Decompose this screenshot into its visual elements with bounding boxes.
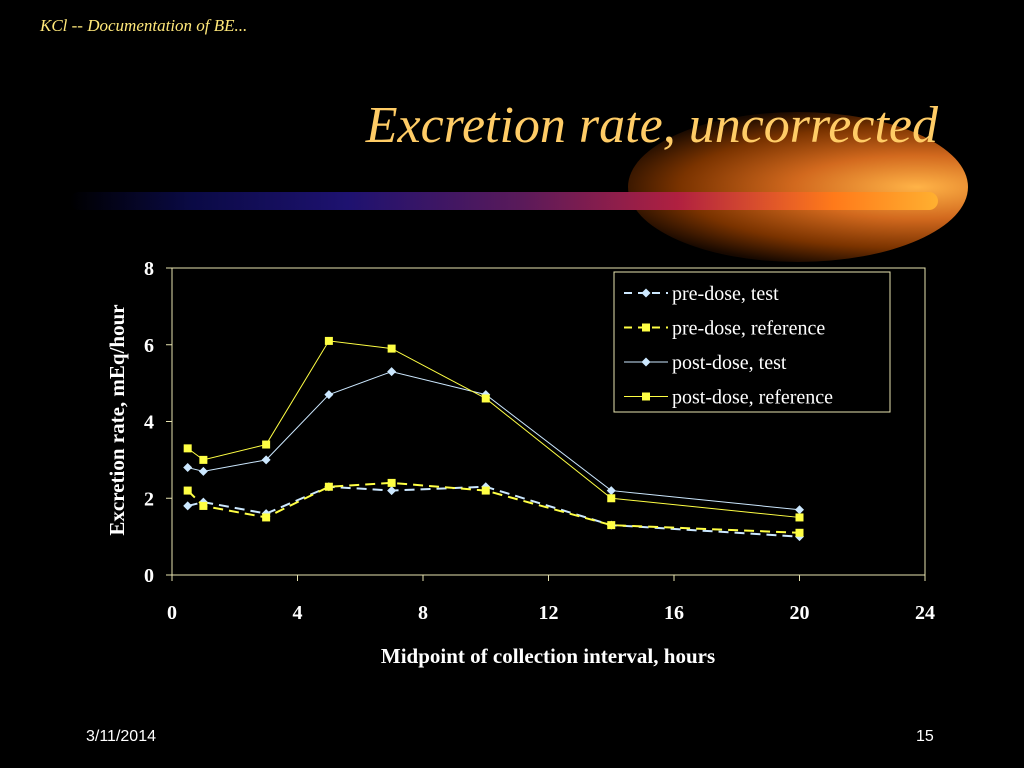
data-point [387,478,396,487]
legend-label: pre-dose, test [672,283,779,305]
series-pre-dose-reference [183,478,804,537]
footer-date: 3/11/2014 [86,728,156,745]
legend-swatch-marker [642,392,650,401]
legend-label: post-dose, reference [672,387,833,409]
data-point [607,494,616,503]
data-point [183,463,193,473]
data-point [795,513,804,522]
data-point [262,513,271,522]
data-point [481,486,490,495]
legend-label: pre-dose, reference [672,318,825,340]
data-point [795,505,804,515]
data-point [607,521,616,530]
x-tick-label: 4 [293,602,303,624]
data-point [198,466,208,476]
data-point [387,367,397,377]
header-note: KCl -- Documentation of BE... [40,16,248,35]
decorative-gradient-bar [70,192,938,210]
series-line [186,481,800,534]
data-point [387,344,396,353]
legend-item: post-dose, test [624,352,787,374]
decorative-glow [628,112,968,262]
slide-title: Excretion rate, uncorrected [365,97,938,154]
data-point [183,501,193,511]
data-point [183,444,192,453]
data-point [324,390,334,400]
legend-box [613,271,891,413]
data-point [324,336,333,345]
series-line [187,340,800,518]
data-point [387,486,397,496]
data-point [262,440,271,449]
data-point [183,486,192,495]
x-tick-label: 16 [664,602,684,624]
x-tick-label: 12 [539,602,559,624]
chart-legend: pre-dose, test pre-dose, reference post-do… [613,271,891,413]
x-axis-title: Midpoint of collection interval, hours [381,644,715,668]
data-point [481,394,490,403]
data-point [199,455,208,464]
y-tick-label: 2 [144,488,154,510]
data-point [261,455,271,465]
y-tick-label: 8 [144,258,154,280]
legend-label: post-dose, test [672,352,787,374]
y-tick-label: 0 [144,565,154,587]
data-point [199,501,208,510]
y-tick-label: 6 [144,335,154,357]
data-point [324,482,333,491]
data-point [606,486,616,496]
x-tick-label: 20 [790,602,810,624]
legend-item: post-dose, reference [624,387,833,409]
x-tick-label: 8 [418,602,428,624]
y-tick-label: 4 [144,412,154,434]
legend-swatch-marker [641,357,651,367]
page-number: 15 [916,728,934,745]
legend-item: pre-dose, reference [624,318,825,340]
y-axis-title: Excretion rate, mEq/hour [105,304,129,535]
series-line [187,485,800,538]
chart-series [183,336,804,542]
series-post-dose-reference [183,336,804,522]
data-point [795,528,804,537]
legend-item: pre-dose, test [624,283,779,305]
legend-swatch-marker [642,323,650,332]
x-tick-label: 24 [915,602,935,624]
series-line [187,371,800,511]
x-tick-label: 0 [167,602,177,624]
legend-swatch-marker [641,288,651,298]
